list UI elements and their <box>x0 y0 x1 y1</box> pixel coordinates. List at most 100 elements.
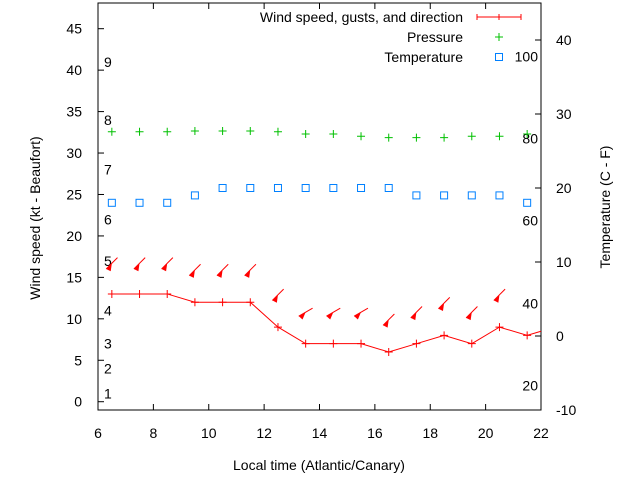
wind-arrow-head <box>216 269 223 278</box>
pressure-point <box>190 127 199 136</box>
temperature-point <box>329 184 338 192</box>
y-axis-label: Wind speed (kt - Beaufort) <box>27 136 43 299</box>
wind-arrow-head <box>244 269 251 278</box>
y2-tick-label: 30 <box>556 106 572 122</box>
wind-direction-arrow <box>438 297 451 310</box>
temperature-point <box>495 191 504 200</box>
y2-tick-label: 20 <box>556 180 572 196</box>
temperature-point <box>301 184 310 192</box>
temperature-point <box>523 198 532 207</box>
temperature-point <box>163 198 172 207</box>
pressure-point <box>384 133 393 142</box>
wind-speed-point <box>467 339 476 348</box>
wind-speed-point <box>163 289 172 298</box>
wind-speed-point <box>107 289 116 298</box>
wind-direction-arrow <box>133 257 146 270</box>
wind-speed-point <box>495 323 504 332</box>
wind-direction-arrow <box>216 263 229 276</box>
y-tick-label: 10 <box>66 311 82 327</box>
wind-arrow-head <box>189 269 195 278</box>
wind-speed-line <box>111 293 542 353</box>
legend-wind-label: Wind speed, gusts, and direction <box>260 9 463 25</box>
fahrenheit-label: 20 <box>522 378 538 394</box>
wind-arrow-head <box>106 263 112 272</box>
wind-arrow-head <box>133 263 140 272</box>
wind-arrow-head <box>272 294 278 303</box>
temperature-point <box>412 191 421 200</box>
pressure-point <box>523 129 532 138</box>
x-tick-label: 12 <box>256 425 272 441</box>
pressure-point <box>467 132 476 141</box>
x-tick-label: 8 <box>149 425 157 441</box>
wind-direction-arrow <box>493 288 506 301</box>
fahrenheit-label: 40 <box>522 295 538 311</box>
beaufort-label: 2 <box>104 361 112 377</box>
pressure-point <box>495 132 504 141</box>
temperature-point <box>246 184 255 192</box>
wind-arrow-head <box>298 312 306 320</box>
wind-direction-arrow <box>161 257 174 270</box>
y2-tick-label: 40 <box>556 32 572 48</box>
x-tick-label: 16 <box>367 425 383 441</box>
wind-direction-arrow <box>410 306 423 319</box>
legend-temperature-label: Temperature <box>384 49 463 65</box>
temperature-point <box>107 198 116 207</box>
y2-tick-label: 10 <box>556 254 572 270</box>
pressure-point <box>440 133 449 142</box>
legend-wind-marker <box>476 14 522 20</box>
wind-speed-point <box>329 339 338 348</box>
temperature-point <box>135 198 144 207</box>
y-tick-label: 35 <box>66 104 82 120</box>
y-tick-label: 0 <box>74 394 82 410</box>
wind-speed-point <box>523 331 532 340</box>
legend: Wind speed, gusts, and direction Pressur… <box>260 9 463 65</box>
wind-speed-point <box>357 339 366 348</box>
legend-temperature-marker <box>495 53 503 61</box>
wind-arrow-head <box>326 312 334 320</box>
pressure-point <box>412 133 421 142</box>
wind-speed-point <box>218 298 227 307</box>
wind-speed-point <box>301 339 310 348</box>
pressure-point <box>357 132 366 141</box>
wind-direction-arrow <box>105 257 118 270</box>
wind-direction-arrow <box>188 263 201 276</box>
beaufort-label: 1 <box>104 385 112 401</box>
beaufort-label: 5 <box>104 253 112 269</box>
pressure-point <box>135 127 144 136</box>
pressure-point <box>301 129 310 138</box>
x-axis-label: Local time (Atlantic/Canary) <box>233 457 405 473</box>
wind-speed-point <box>273 323 282 332</box>
fahrenheit-label: 60 <box>522 213 538 229</box>
wind-direction-arrow <box>382 313 395 326</box>
temperature-point <box>440 191 449 200</box>
temperature-point <box>467 191 476 200</box>
fahrenheit-label: 100 <box>515 48 539 64</box>
beaufort-label: 4 <box>104 303 112 319</box>
wind-arrow-head <box>161 263 168 272</box>
wind-arrow-head <box>438 303 445 311</box>
temperature-point <box>357 184 366 192</box>
wind-speed-point <box>384 347 393 356</box>
beaufort-label: 7 <box>104 162 112 178</box>
y-tick-label: 40 <box>66 62 82 78</box>
wind-direction-arrow <box>271 288 284 301</box>
x-tick-label: 20 <box>478 425 494 441</box>
wind-speed-point <box>190 298 199 307</box>
beaufort-label: 9 <box>104 54 112 70</box>
pressure-point <box>163 127 172 136</box>
x-tick-label: 22 <box>533 425 549 441</box>
pressure-point <box>107 127 116 136</box>
x-tick-label: 18 <box>422 425 438 441</box>
x-tick-label: 10 <box>201 425 217 441</box>
wind-direction-arrow <box>244 263 257 276</box>
beaufort-label: 8 <box>104 112 112 128</box>
pressure-point <box>218 127 227 136</box>
y-tick-label: 20 <box>66 228 82 244</box>
temperature-point <box>273 184 282 192</box>
wind-speed-point <box>412 339 421 348</box>
wind-arrow-head <box>383 319 389 328</box>
y-tick-label: 15 <box>66 269 82 285</box>
temperature-point <box>384 184 393 192</box>
legend-pressure-label: Pressure <box>407 29 463 45</box>
